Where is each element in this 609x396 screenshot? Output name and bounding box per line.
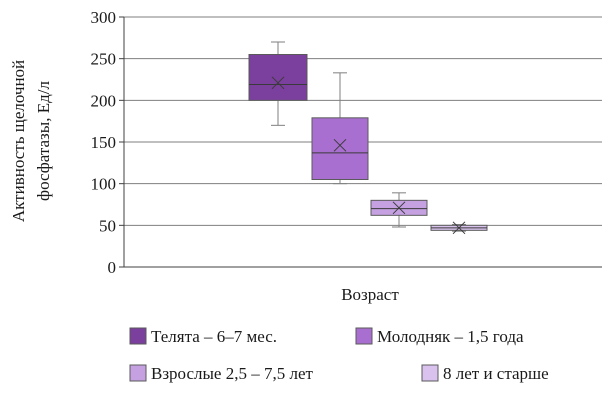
legend-item-3: Взрослые 2,5 – 7,5 лет — [129, 364, 314, 383]
mean-marker — [271, 76, 285, 90]
x-axis-title: Возраст — [341, 285, 399, 304]
legend-item-1: Телята – 6–7 мес. — [129, 327, 277, 346]
y-tick-label: 150 — [91, 133, 117, 152]
y-tick-label: 300 — [91, 8, 117, 27]
box-1 — [248, 41, 308, 126]
y-tick-label: 0 — [108, 258, 117, 277]
legend-label: Молодняк – 1,5 года — [377, 327, 524, 346]
legend-label: Взрослые 2,5 – 7,5 лет — [151, 364, 314, 383]
mean-marker — [452, 221, 466, 235]
boxes — [248, 41, 488, 235]
iqr-box — [311, 117, 369, 181]
legend-label: 8 лет и старше — [443, 364, 549, 383]
y-tick-label: 250 — [91, 50, 117, 69]
box-3 — [370, 192, 428, 228]
y-axis-title-line-2: фосфатазы, Ед/л — [34, 81, 53, 201]
legend: Телята – 6–7 мес. Молодняк – 1,5 года Взро… — [129, 327, 549, 383]
box-2 — [311, 72, 369, 185]
box-4 — [430, 221, 488, 235]
legend-item-2: Молодняк – 1,5 года — [355, 327, 524, 346]
y-tick-label: 100 — [91, 175, 117, 194]
legend-item-4: 8 лет и старше — [421, 364, 549, 383]
y-tick-labels: 0 50 100 150 200 250 300 — [91, 8, 117, 277]
legend-swatch — [355, 327, 373, 345]
legend-swatch — [129, 364, 147, 382]
axis-titles: Активность щелочной фосфатазы, Ед/л Возр… — [9, 60, 399, 304]
legend-swatch — [421, 364, 439, 382]
mean-marker — [392, 201, 406, 215]
legend-swatch — [129, 327, 147, 345]
iqr-box — [248, 54, 308, 101]
y-axis-title-line-1: Активность щелочной — [9, 60, 28, 222]
axes — [123, 17, 602, 268]
y-tick-label: 200 — [91, 91, 117, 110]
mean-marker — [333, 138, 347, 152]
legend-label: Телята – 6–7 мес. — [151, 327, 277, 346]
y-tick-label: 50 — [99, 216, 116, 235]
